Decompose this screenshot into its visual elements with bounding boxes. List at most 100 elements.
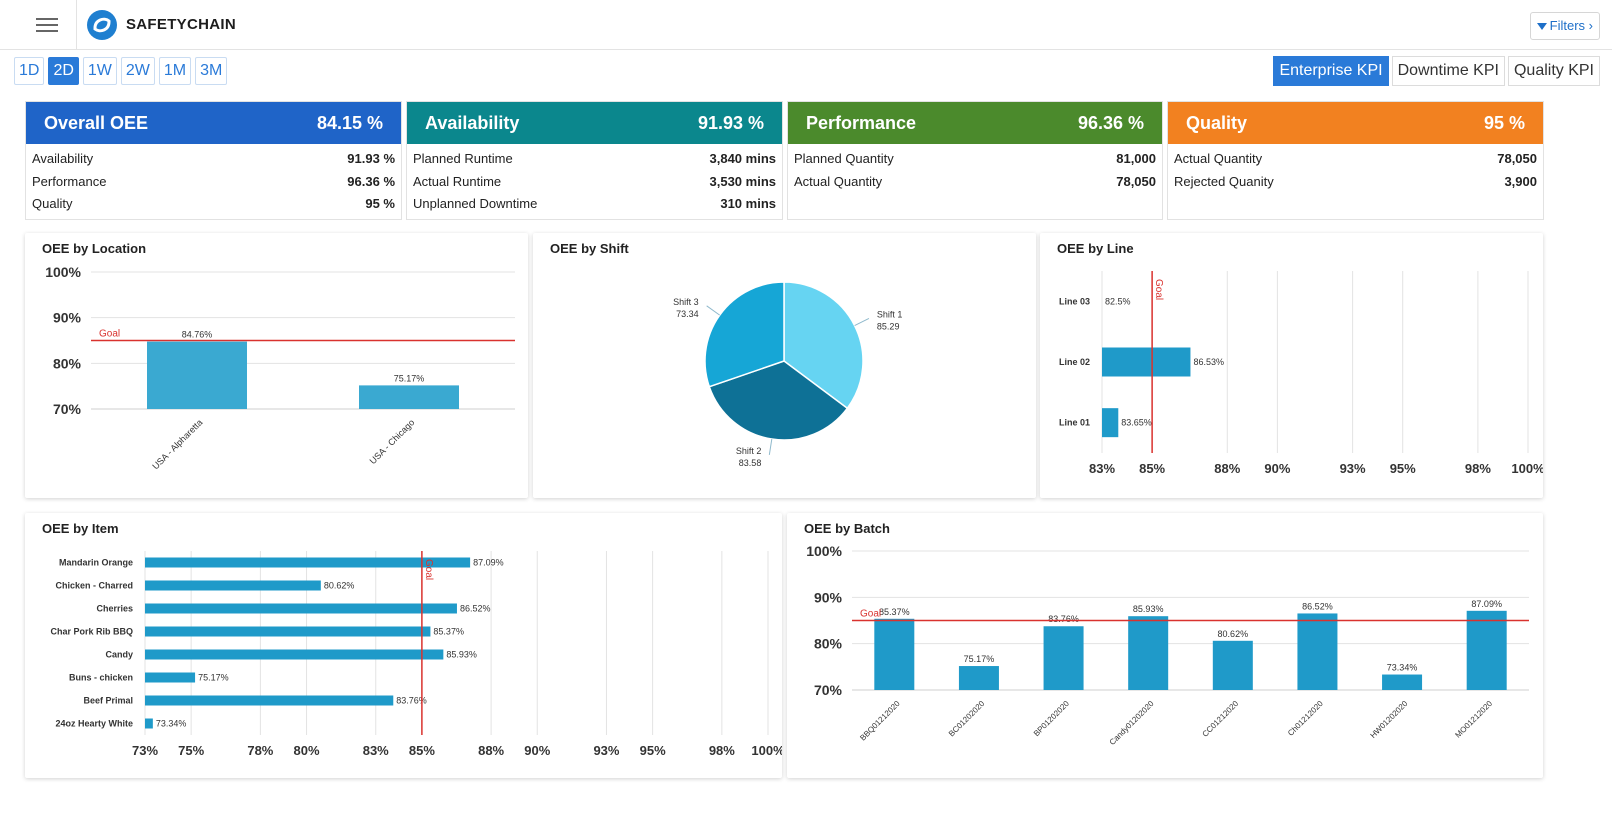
row-label: Performance — [32, 173, 107, 189]
x-tick-label: 95% — [1390, 461, 1416, 476]
card-title: Performance — [806, 112, 917, 133]
top-bar: SAFETYCHAIN Filters › — [0, 0, 1612, 50]
bar-value-label: 85.93% — [1133, 604, 1164, 614]
tab-downtime-kpi[interactable]: Downtime KPI — [1391, 56, 1505, 86]
bar-value-label: 82.5% — [1105, 296, 1131, 306]
x-category-label: BBQ01212020 — [858, 699, 902, 743]
range-1m-button[interactable]: 1M — [158, 57, 192, 85]
y-category-label: Line 01 — [1059, 418, 1090, 428]
card-value: 84.15 % — [316, 112, 383, 133]
x-tick-label: 78% — [247, 743, 273, 758]
x-category-label: USA - Alpharetta — [150, 417, 204, 471]
range-3m-button[interactable]: 3M — [195, 57, 228, 85]
pie-slice — [708, 360, 849, 441]
x-tick-label: 73% — [132, 743, 158, 758]
bar-value-label: 86.53% — [1193, 357, 1224, 367]
card-row: Performance 96.36 % — [32, 171, 395, 194]
row-value: 78,050 — [1116, 173, 1156, 189]
safetychain-logo-icon — [87, 10, 117, 40]
time-range-selector: 1D 2D 1W 2W 1M 3M — [14, 57, 228, 85]
row-label: Actual Quantity — [1174, 151, 1263, 166]
x-tick-label: 85% — [409, 743, 435, 758]
y-category-label: Buns - chicken — [69, 673, 133, 683]
bar — [1102, 408, 1119, 438]
row-label: Planned Runtime — [413, 151, 513, 166]
panel-title: OEE by Item — [42, 521, 119, 536]
tab-quality-kpi[interactable]: Quality KPI — [1507, 56, 1600, 86]
row-label: Quality — [32, 196, 73, 211]
bar-value-label: 73.34% — [1387, 663, 1418, 673]
y-tick-label: 80% — [814, 636, 843, 652]
x-category-label: USA - Chicago — [368, 417, 417, 466]
row-value: 310 mins — [720, 196, 776, 211]
pie-category-label: Shift 3 — [673, 297, 699, 307]
pie-value-label: 85.29 — [877, 321, 900, 331]
range-1w-button[interactable]: 1W — [82, 57, 117, 85]
card-row: Planned Runtime 3,840 mins — [413, 148, 776, 171]
y-category-label: Char Pork Rib BBQ — [50, 627, 133, 637]
tab-enterprise-kpi[interactable]: Enterprise KPI — [1273, 56, 1389, 86]
bar — [1102, 347, 1191, 377]
bar — [1297, 613, 1338, 690]
card-title: Quality — [1186, 112, 1248, 133]
bar-value-label: 75.17% — [394, 373, 425, 383]
x-tick-label: 83% — [1089, 461, 1115, 476]
brand-name: SAFETYCHAIN — [126, 16, 236, 33]
card-header: Availability 91.93 % — [407, 102, 782, 144]
y-tick-label: 100% — [806, 543, 842, 559]
y-tick-label: 90% — [814, 589, 843, 605]
menu-icon[interactable] — [36, 14, 58, 34]
kpi-tabs: Enterprise KPI Downtime KPI Quality KPI — [1273, 56, 1600, 86]
row-label: Availability — [32, 151, 94, 166]
goal-label: Goal — [1153, 279, 1164, 300]
oee-by-line-panel: OEE by Line 83% 85% 88% 90% 93% 95% 98% 100% 82.… — [1040, 233, 1545, 498]
filters-button[interactable]: Filters › — [1529, 12, 1600, 40]
bar — [145, 718, 153, 729]
bar — [1382, 674, 1423, 690]
range-2w-button[interactable]: 2W — [120, 57, 155, 85]
row-value: 3,900 — [1504, 173, 1537, 189]
bar-value-label: 86.52% — [1302, 601, 1333, 611]
bar — [1466, 610, 1507, 690]
x-tick-label: 75% — [178, 743, 204, 758]
x-tick-label: 93% — [1340, 461, 1366, 476]
row-value: 3,840 mins — [709, 151, 777, 166]
quality-card: Quality 95 % Actual Quantity 78,050 Rejec… — [1167, 101, 1544, 220]
card-row: Availability 91.93 % — [32, 148, 395, 171]
bar — [1212, 640, 1253, 690]
bar-value-label: 85.93% — [446, 650, 477, 660]
bar — [874, 618, 915, 690]
x-category-label: Ch01212020 — [1286, 699, 1325, 738]
card-title: Availability — [425, 112, 520, 133]
x-tick-label: 100% — [1511, 461, 1543, 476]
x-category-label: CC01212020 — [1201, 699, 1241, 739]
range-2d-button[interactable]: 2D — [48, 57, 79, 85]
card-row: Actual Runtime 3,530 mins — [413, 171, 776, 194]
card-title: Overall OEE — [44, 112, 149, 133]
overall-oee-card: Overall OEE 84.15 % Availability 91.93 % … — [25, 101, 402, 220]
goal-label: Goal — [860, 609, 881, 620]
pie-slice — [783, 281, 864, 410]
card-value: 96.36 % — [1077, 112, 1144, 133]
x-tick-label: 83% — [363, 743, 389, 758]
x-category-label: MO01212020 — [1453, 699, 1494, 740]
card-row: Unplanned Downtime 310 mins — [413, 193, 776, 216]
y-category-label: Candy — [105, 650, 133, 660]
bar — [145, 603, 457, 614]
bar — [145, 672, 196, 683]
row-label: Actual Runtime — [413, 173, 502, 189]
bar-value-label: 73.34% — [156, 719, 187, 729]
row-label: Unplanned Downtime — [413, 196, 538, 211]
pie-leader-line — [768, 438, 773, 455]
card-header: Performance 96.36 % — [788, 102, 1162, 144]
card-row: Actual Quantity 78,050 — [1174, 148, 1537, 171]
range-1d-button[interactable]: 1D — [14, 57, 45, 85]
bar — [1128, 616, 1169, 690]
bar-value-label: 80.62% — [324, 581, 355, 591]
x-tick-label: 80% — [294, 743, 320, 758]
bar — [359, 385, 459, 409]
bar-value-label: 75.17% — [964, 654, 995, 664]
row-label: Planned Quantity — [794, 151, 894, 166]
pie-value-label: 73.34 — [676, 309, 699, 319]
y-category-label: Mandarin Orange — [59, 558, 133, 568]
